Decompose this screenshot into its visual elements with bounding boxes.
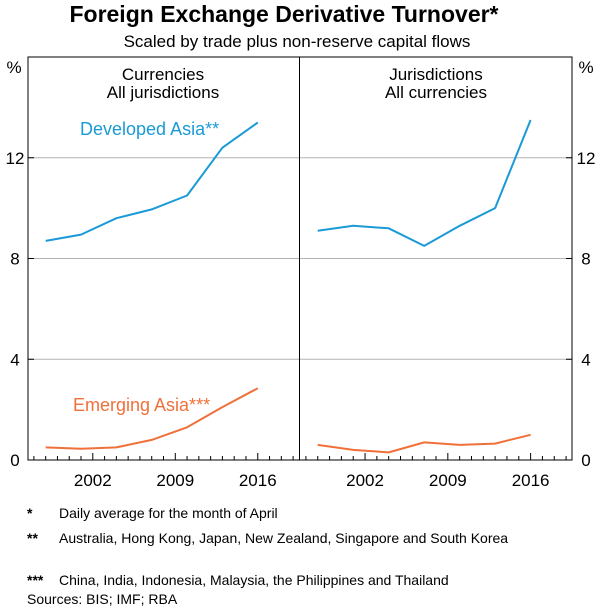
axes: 0 4 8 12 2002 2009 2016 0 4 8 12 2002 2009 2016 <box>6 149 596 490</box>
chart-figure: Foreign Exchange Derivative Turnover* Sc… <box>6 1 596 490</box>
right-x-tick-label: 2016 <box>512 471 550 490</box>
chart-subtitle: Scaled by trade plus non-reserve capital… <box>124 32 471 51</box>
footnote-2-mark: ** <box>27 530 38 546</box>
right-y-tick-label: 12 <box>577 149 596 168</box>
left-panel-title: Currencies <box>122 65 204 84</box>
left-x-tick-label: 2002 <box>74 471 112 490</box>
left-y-tick-label: 12 <box>6 149 25 168</box>
footnote-3-mark: *** <box>27 572 44 588</box>
right-panel-title: Jurisdictions <box>389 65 483 84</box>
left-x-tick-label: 2016 <box>239 471 277 490</box>
gridlines <box>28 157 572 360</box>
right-panel-subtitle: All currencies <box>385 83 487 102</box>
left-developed-series-line <box>45 121 259 242</box>
sources: Sources: BIS; IMF; RBA <box>27 591 178 607</box>
series-lines <box>45 119 532 454</box>
footnote-2-text: Australia, Hong Kong, Japan, New Zealand… <box>59 530 509 546</box>
left-x-tick-label: 2009 <box>156 471 194 490</box>
footnote-1-text: Daily average for the month of April <box>59 505 278 521</box>
left-unit-label: % <box>6 58 21 77</box>
right-y-tick-label: 8 <box>581 250 590 269</box>
right-emerging-series-line <box>317 433 531 454</box>
left-y-tick-label: 4 <box>10 350 19 369</box>
left-panel-subtitle: All jurisdictions <box>107 83 219 102</box>
emerging-asia-label: Emerging Asia*** <box>73 395 210 415</box>
footnote-1-mark: * <box>27 505 33 521</box>
chart-title: Foreign Exchange Derivative Turnover* <box>69 1 498 27</box>
right-x-tick-label: 2002 <box>346 471 384 490</box>
left-y-tick-label: 0 <box>10 451 19 470</box>
right-developed-series-line <box>317 119 532 247</box>
left-emerging-series-line <box>45 387 259 450</box>
right-y-tick-label: 0 <box>581 451 590 470</box>
right-x-tick-label: 2009 <box>429 471 467 490</box>
left-y-tick-label: 8 <box>10 250 19 269</box>
right-unit-label: % <box>578 58 593 77</box>
developed-asia-label: Developed Asia** <box>80 119 219 139</box>
right-y-tick-label: 4 <box>581 350 590 369</box>
footnote-3-text: China, India, Indonesia, Malaysia, the P… <box>59 572 449 588</box>
